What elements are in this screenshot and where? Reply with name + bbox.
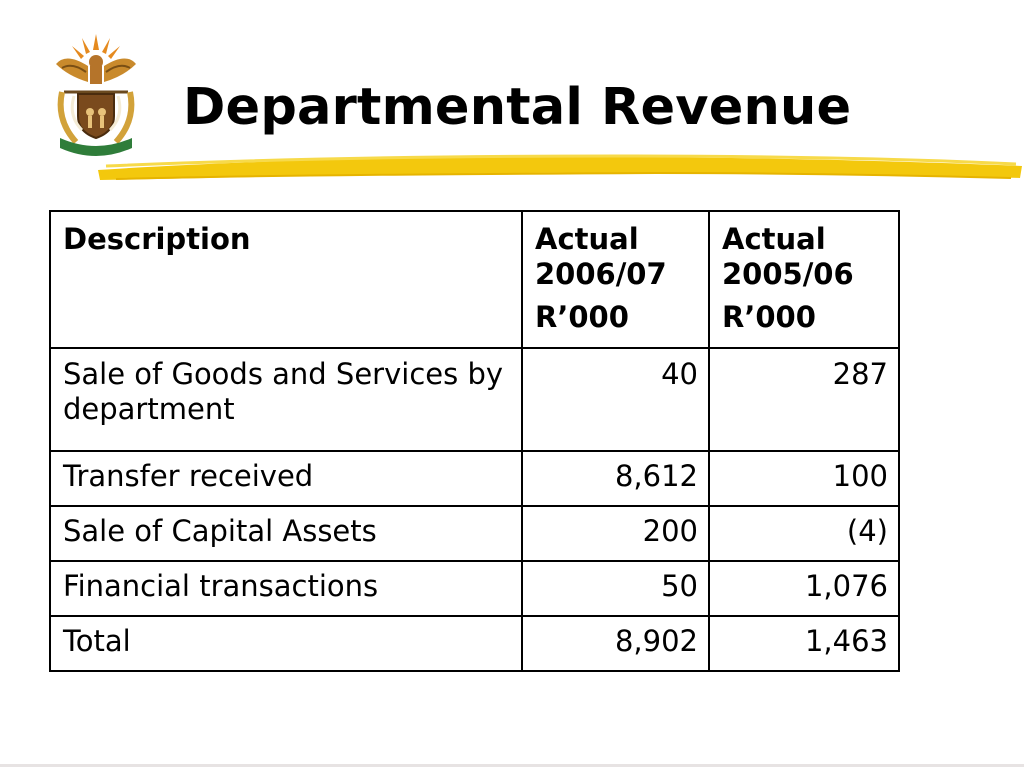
- cell-actual-2005-06: (4): [708, 505, 900, 562]
- coat-of-arms-icon: [56, 34, 136, 156]
- cell-description: Sale of Goods and Services by department: [49, 347, 523, 452]
- header-year-label: 2005/06: [722, 257, 854, 292]
- page-title: Departmental Revenue: [183, 78, 852, 137]
- cell-description: Transfer received: [49, 450, 523, 507]
- table-row: Sale of Goods and Services by department…: [49, 347, 900, 452]
- cell-actual-2006-07: 50: [521, 560, 710, 617]
- table-header-row: Description Actual 2006/07 R’000 Actual …: [49, 210, 900, 349]
- cell-actual-2005-06: 100: [708, 450, 900, 507]
- header-actual-2005-06: Actual 2005/06 R’000: [708, 210, 900, 349]
- table-row: Financial transactions 50 1,076: [49, 560, 900, 617]
- revenue-table: Description Actual 2006/07 R’000 Actual …: [49, 210, 900, 672]
- cell-description: Financial transactions: [49, 560, 523, 617]
- table-row-total: Total 8,902 1,463: [49, 615, 900, 672]
- highlight-brush-stroke: [98, 154, 1022, 180]
- header-actual-label: Actual: [535, 222, 639, 256]
- cell-actual-2006-07: 8,612: [521, 450, 710, 507]
- cell-description: Total: [49, 615, 523, 672]
- table-row: Transfer received 8,612 100: [49, 450, 900, 507]
- revenue-table-container: Description Actual 2006/07 R’000 Actual …: [49, 210, 900, 672]
- cell-actual-2005-06: 1,076: [708, 560, 900, 617]
- header-actual-2006-07: Actual 2006/07 R’000: [521, 210, 710, 349]
- cell-actual-2005-06: 287: [708, 347, 900, 452]
- table-row: Sale of Capital Assets 200 (4): [49, 505, 900, 562]
- cell-actual-2006-07: 40: [521, 347, 710, 452]
- header-unit-label: R’000: [535, 299, 629, 334]
- cell-actual-2006-07: 200: [521, 505, 710, 562]
- cell-actual-2005-06: 1,463: [708, 615, 900, 672]
- header-actual-label: Actual: [722, 222, 826, 256]
- cell-actual-2006-07: 8,902: [521, 615, 710, 672]
- header-year-label: 2006/07: [535, 257, 667, 292]
- header-description-label: Description: [63, 222, 251, 256]
- footer-divider: [0, 764, 1024, 767]
- header-unit-label: R’000: [722, 299, 816, 334]
- header-description: Description: [49, 210, 523, 349]
- cell-description: Sale of Capital Assets: [49, 505, 523, 562]
